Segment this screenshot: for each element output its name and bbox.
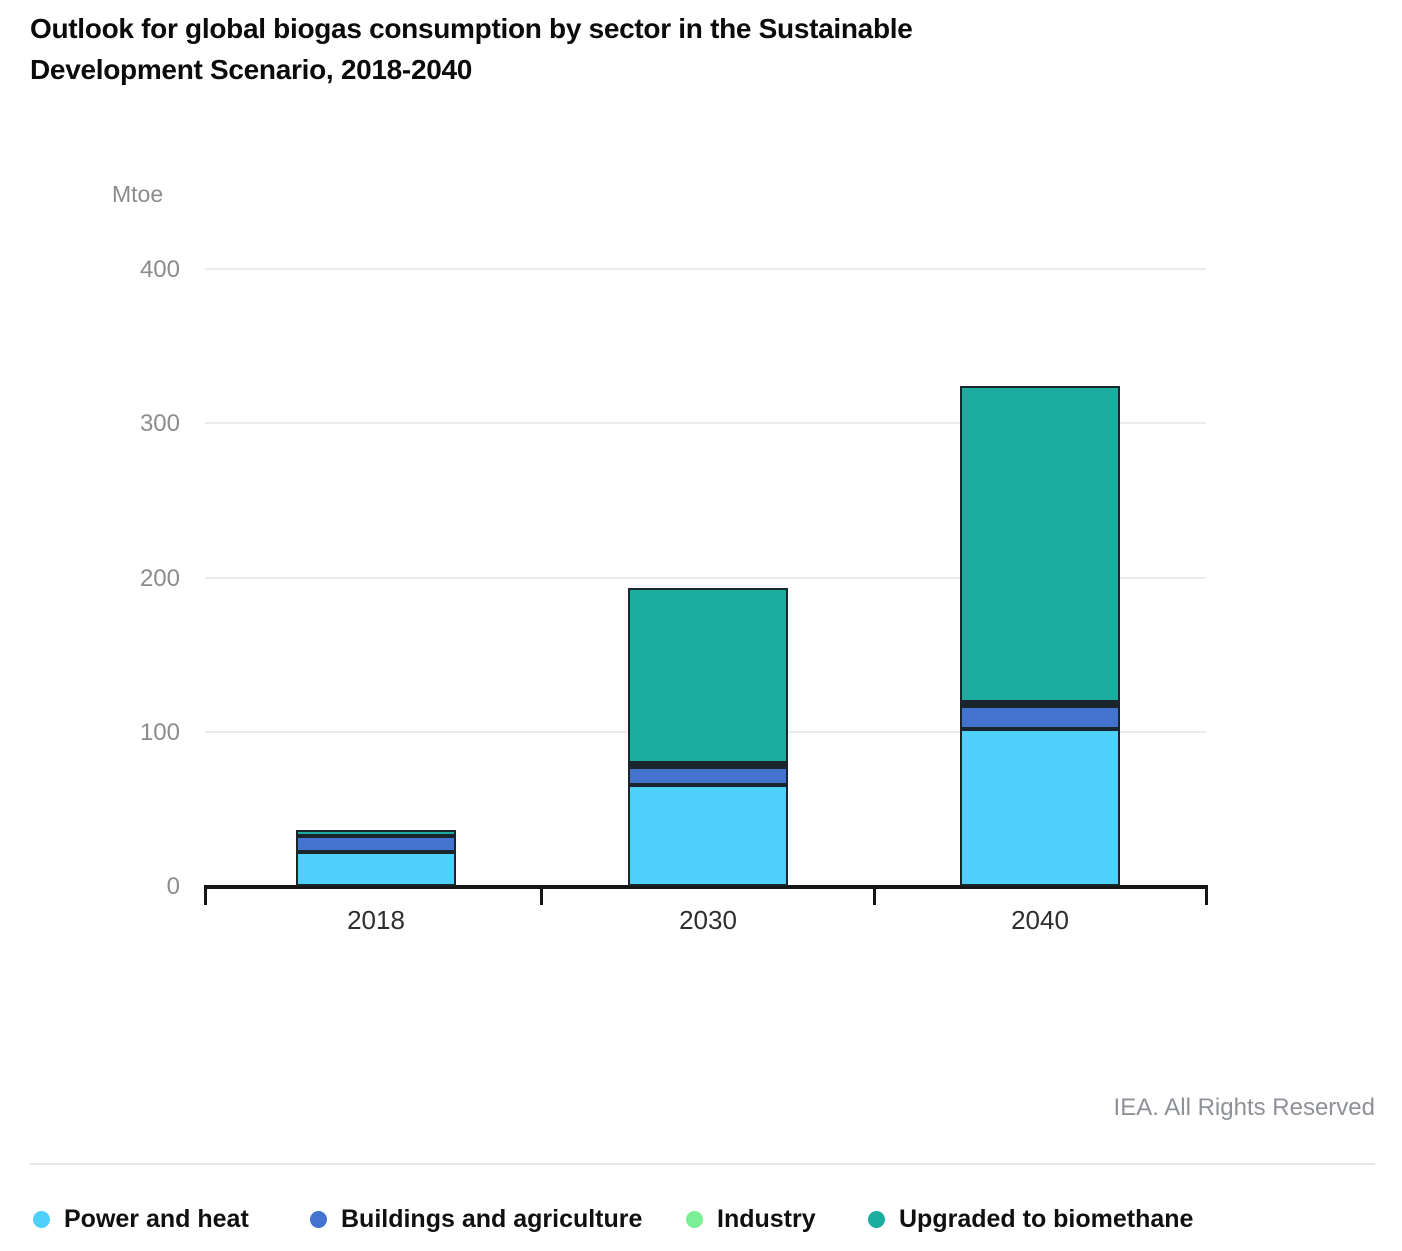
legend-label: Upgraded to biomethane (899, 1204, 1194, 1233)
bar-segment-2030-upgraded-to-biomethane[interactable] (628, 588, 788, 763)
y-axis-unit-label: Mtoe (112, 181, 164, 207)
legend-label: Industry (717, 1204, 816, 1233)
legend-label: Buildings and agriculture (341, 1204, 643, 1233)
legend-dot-icon (33, 1210, 50, 1228)
x-axis-tick-2 (873, 887, 876, 905)
gridline-400 (205, 268, 1206, 271)
y-tick-label-0: 0 (166, 873, 180, 900)
gridline-200 (205, 576, 1206, 579)
legend-label: Power and heat (64, 1204, 249, 1233)
bar-segment-2018-buildings-and-agriculture[interactable] (296, 835, 456, 853)
legend-item-power-and-heat[interactable]: Power and heat (33, 1200, 249, 1238)
bar-segment-2040-buildings-and-agriculture[interactable] (960, 705, 1120, 729)
footer-divider (30, 1163, 1375, 1165)
bar-segment-2040-upgraded-to-biomethane[interactable] (960, 385, 1120, 702)
bar-segment-2040-power-and-heat[interactable] (960, 728, 1120, 886)
copyright-text: IEA. All Rights Reserved (1113, 1094, 1375, 1121)
legend-item-industry[interactable]: Industry (686, 1200, 816, 1238)
gridline-300 (205, 422, 1206, 425)
x-axis-tick-3 (1205, 887, 1208, 905)
bar-segment-2018-power-and-heat[interactable] (296, 852, 456, 886)
x-axis-tick-1 (540, 887, 543, 905)
bar-segment-2030-industry[interactable] (628, 762, 788, 767)
x-tick-label-2018: 2018 (347, 905, 405, 935)
chart-title: Outlook for global biogas consumption by… (30, 13, 913, 85)
x-axis-line (204, 885, 1208, 889)
x-tick-label-2030: 2030 (679, 905, 737, 935)
x-tick-label-2040: 2040 (1011, 905, 1069, 935)
y-tick-label-400: 400 (139, 256, 180, 284)
bar-2018 (296, 830, 456, 886)
bar-segment-2040-industry[interactable] (960, 701, 1120, 706)
legend-dot-icon (310, 1210, 327, 1228)
bar-2030 (628, 588, 788, 886)
legend-item-buildings-and-agriculture[interactable]: Buildings and agriculture (310, 1200, 642, 1238)
legend: Power and heat Buildings and agriculture I… (0, 1200, 1402, 1238)
x-axis-tick-0 (204, 887, 207, 905)
y-tick-label-100: 100 (139, 718, 180, 746)
bar-segment-2030-buildings-and-agriculture[interactable] (628, 766, 788, 785)
y-tick-label-200: 200 (139, 564, 180, 592)
legend-dot-icon (686, 1210, 703, 1228)
bar-segment-2018-upgraded-to-biomethane[interactable] (296, 830, 456, 836)
y-tick-label-300: 300 (139, 410, 180, 438)
legend-item-upgraded-to-biomethane[interactable]: Upgraded to biomethane (868, 1200, 1193, 1238)
bar-2040 (960, 385, 1120, 886)
bar-segment-2030-power-and-heat[interactable] (628, 784, 788, 886)
legend-dot-icon (868, 1210, 885, 1228)
